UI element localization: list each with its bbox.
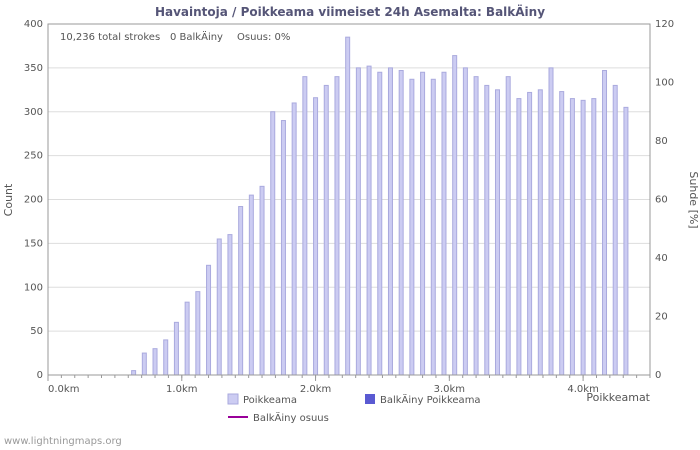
- bar: [537, 89, 543, 376]
- y2-axis-label: Suhde [%]: [687, 171, 700, 228]
- bar: [527, 91, 533, 376]
- y2-tick-label: 0: [655, 370, 661, 381]
- axes-layer: [47, 23, 651, 381]
- bar: [387, 67, 393, 376]
- x-tick-label: 2.0km: [300, 384, 331, 395]
- bar: [462, 67, 468, 376]
- bar: [206, 264, 212, 376]
- y-tick-label: 250: [24, 151, 43, 162]
- y-tick-label: 200: [24, 195, 43, 206]
- bar: [473, 76, 479, 376]
- bar: [195, 291, 201, 376]
- y-tick-label: 100: [24, 282, 43, 293]
- legend-label-balkainy-osuus: BalkÄiny osuus: [253, 411, 329, 424]
- bar: [623, 106, 629, 376]
- x-tick-label: 3.0km: [434, 384, 465, 395]
- bar: [591, 98, 597, 376]
- bar: [227, 234, 233, 376]
- bar: [248, 194, 254, 376]
- bars-layer: [131, 36, 629, 376]
- bar: [291, 102, 297, 376]
- x-tick-label: 4.0km: [567, 384, 598, 395]
- bar: [141, 352, 147, 376]
- legend-swatch-poikkeama: [227, 393, 239, 405]
- bar: [355, 67, 361, 376]
- x-tick-label: 0.0km: [48, 384, 79, 395]
- bar: [216, 238, 222, 376]
- y-tick-label: 50: [30, 326, 43, 337]
- bar: [334, 76, 340, 376]
- annotation-station-strokes: 0 BalkÄiny: [170, 30, 223, 43]
- bar: [280, 120, 286, 376]
- plot-border: [47, 23, 651, 376]
- bar: [302, 76, 308, 376]
- y-tick-label: 300: [24, 107, 43, 118]
- bar: [505, 76, 511, 376]
- y2-tick-label: 20: [655, 312, 668, 323]
- tick-labels-layer: 0 50 100 150 200 250 300 350 400 0 20 40 60 80 100 120 0…: [24, 19, 674, 395]
- bar: [366, 65, 372, 376]
- y2-tick-label: 80: [655, 136, 668, 147]
- y2-tick-label: 120: [655, 19, 674, 30]
- bar: [420, 71, 426, 376]
- bar: [430, 78, 436, 376]
- bar: [569, 98, 575, 376]
- x-tick-label: 1.0km: [166, 384, 197, 395]
- legend-swatch-balkainy-poikkeama: [365, 394, 375, 404]
- bar: [452, 55, 458, 376]
- bar: [602, 70, 608, 376]
- y-tick-label: 350: [24, 63, 43, 74]
- y-tick-label: 0: [37, 370, 43, 381]
- y-axis-label: Count: [2, 183, 15, 216]
- y-tick-label: 400: [24, 19, 43, 30]
- bar: [484, 84, 490, 376]
- y2-tick-label: 40: [655, 253, 668, 264]
- bar: [184, 301, 190, 376]
- bar: [409, 78, 415, 376]
- bar: [580, 99, 586, 376]
- bar: [152, 348, 158, 376]
- bar: [559, 91, 565, 376]
- bar: [494, 89, 500, 376]
- y-tick-label: 150: [24, 238, 43, 249]
- bar: [270, 111, 276, 376]
- x-axis-label: Poikkeamat: [586, 391, 650, 404]
- chart-title: Havaintoja / Poikkeama viimeiset 24h Ase…: [155, 4, 545, 19]
- bar: [441, 71, 447, 376]
- bar: [345, 36, 351, 376]
- bar: [516, 98, 522, 376]
- legend-label-poikkeama: Poikkeama: [243, 395, 297, 406]
- watermark: www.lightningmaps.org: [4, 436, 122, 447]
- bar: [313, 97, 319, 376]
- bar: [259, 185, 265, 376]
- bar: [238, 206, 244, 376]
- y2-tick-label: 60: [655, 195, 668, 206]
- legend-label-balkainy-poikkeama: BalkÄiny Poikkeama: [380, 393, 481, 406]
- legend: Poikkeama BalkÄiny Poikkeama BalkÄiny os…: [227, 393, 481, 424]
- bar: [377, 71, 383, 376]
- bar: [163, 339, 169, 376]
- bar: [548, 67, 554, 376]
- y2-tick-label: 100: [655, 78, 674, 89]
- bar: [131, 370, 137, 376]
- bar: [323, 84, 329, 376]
- annotation-share: Osuus: 0%: [237, 32, 290, 43]
- bar: [173, 321, 179, 376]
- bar: [398, 70, 404, 376]
- annotation-total-strokes: 10,236 total strokes: [60, 32, 160, 43]
- bar: [612, 84, 618, 376]
